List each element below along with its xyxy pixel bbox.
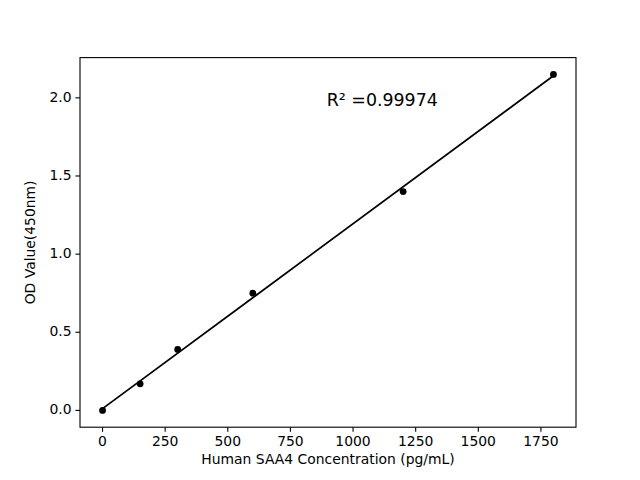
x-tick-label: 500 bbox=[215, 433, 242, 449]
r-squared-annotation: R² =0.99974 bbox=[327, 90, 438, 110]
data-point bbox=[99, 407, 106, 414]
x-tick-label: 1750 bbox=[523, 433, 558, 449]
y-tick-label: 1.0 bbox=[49, 245, 71, 261]
x-tick-label: 1500 bbox=[461, 433, 496, 449]
standard-curve-chart: 0 250 500 750 1000 1250 1500 1750 0.0 0.5 1.0 1.5 2.… bbox=[0, 0, 640, 480]
x-tick-label: 750 bbox=[277, 433, 304, 449]
y-axis-label: OD Value(450nm) bbox=[22, 180, 38, 304]
data-point bbox=[137, 380, 144, 387]
x-axis-label: Human SAA4 Concentration (pg/mL) bbox=[201, 451, 454, 467]
y-tick-label: 0.5 bbox=[49, 323, 71, 339]
x-tick-label: 1250 bbox=[398, 433, 433, 449]
chart-svg: 0 250 500 750 1000 1250 1500 1750 0.0 0.5 1.0 1.5 2.… bbox=[0, 0, 640, 480]
y-tick-label: 1.5 bbox=[49, 167, 71, 183]
x-tick-label: 1000 bbox=[335, 433, 370, 449]
data-point bbox=[550, 71, 557, 78]
x-tick-label: 0 bbox=[98, 433, 107, 449]
data-point bbox=[174, 346, 181, 353]
data-point bbox=[249, 290, 256, 297]
data-point bbox=[400, 188, 407, 195]
y-tick-label: 0.0 bbox=[49, 401, 71, 417]
x-tick-label: 250 bbox=[152, 433, 179, 449]
y-tick-label: 2.0 bbox=[49, 89, 71, 105]
